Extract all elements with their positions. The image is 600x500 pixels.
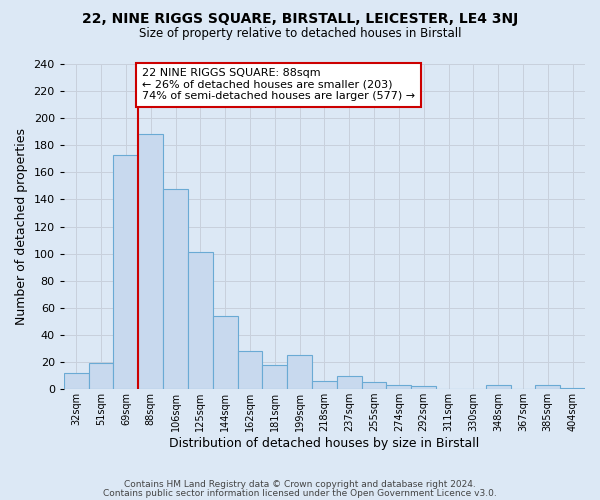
Bar: [486, 385, 511, 389]
X-axis label: Distribution of detached houses by size in Birstall: Distribution of detached houses by size …: [169, 437, 479, 450]
Text: 22, NINE RIGGS SQUARE, BIRSTALL, LEICESTER, LE4 3NJ: 22, NINE RIGGS SQUARE, BIRSTALL, LEICEST…: [82, 12, 518, 26]
Bar: [287, 356, 312, 389]
Bar: [213, 316, 238, 389]
Bar: [535, 385, 560, 389]
Bar: [362, 382, 386, 389]
Y-axis label: Number of detached properties: Number of detached properties: [15, 128, 28, 325]
Bar: [337, 376, 362, 389]
Text: 22 NINE RIGGS SQUARE: 88sqm
← 26% of detached houses are smaller (203)
74% of se: 22 NINE RIGGS SQUARE: 88sqm ← 26% of det…: [142, 68, 415, 102]
Bar: [64, 373, 89, 389]
Bar: [262, 365, 287, 389]
Bar: [312, 381, 337, 389]
Bar: [163, 188, 188, 389]
Bar: [560, 388, 585, 389]
Bar: [411, 386, 436, 389]
Bar: [138, 134, 163, 389]
Text: Contains public sector information licensed under the Open Government Licence v3: Contains public sector information licen…: [103, 489, 497, 498]
Bar: [89, 364, 113, 389]
Text: Contains HM Land Registry data © Crown copyright and database right 2024.: Contains HM Land Registry data © Crown c…: [124, 480, 476, 489]
Bar: [188, 252, 213, 389]
Bar: [113, 155, 138, 389]
Bar: [238, 351, 262, 389]
Bar: [386, 385, 411, 389]
Text: Size of property relative to detached houses in Birstall: Size of property relative to detached ho…: [139, 28, 461, 40]
